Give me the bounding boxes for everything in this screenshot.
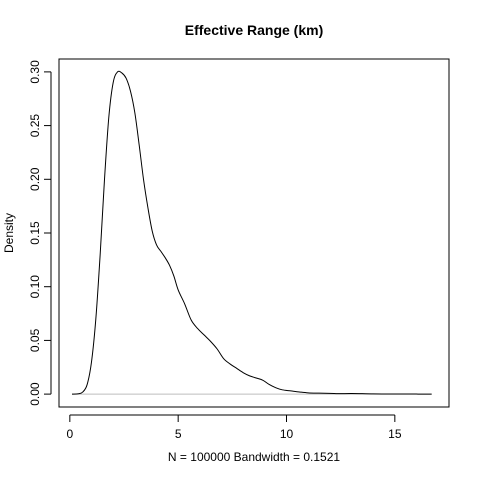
chart-title: Effective Range (km) bbox=[185, 22, 323, 38]
y-tick-label: 0.10 bbox=[28, 275, 42, 299]
x-axis-label: N = 100000 Bandwidth = 0.1521 bbox=[168, 450, 340, 464]
density-curve bbox=[71, 70, 432, 395]
y-tick-label: 0.15 bbox=[28, 221, 42, 245]
y-axis-label: Density bbox=[2, 213, 16, 253]
x-tick-label: 15 bbox=[388, 427, 402, 441]
x-axis: 0 5 10 15 bbox=[66, 414, 402, 441]
y-axis: 0.00 0.05 0.10 0.15 0.20 0.25 0.30 bbox=[28, 60, 52, 406]
y-tick-label: 0.20 bbox=[28, 167, 42, 191]
x-tick-label: 10 bbox=[280, 427, 294, 441]
x-tick-label: 0 bbox=[66, 427, 73, 441]
plot-frame bbox=[58, 58, 450, 408]
y-tick-label: 0.30 bbox=[28, 60, 42, 84]
y-tick-label: 0.05 bbox=[28, 328, 42, 352]
y-tick-label: 0.25 bbox=[28, 114, 42, 138]
x-tick-label: 5 bbox=[175, 427, 182, 441]
y-tick-label: 0.00 bbox=[28, 382, 42, 406]
